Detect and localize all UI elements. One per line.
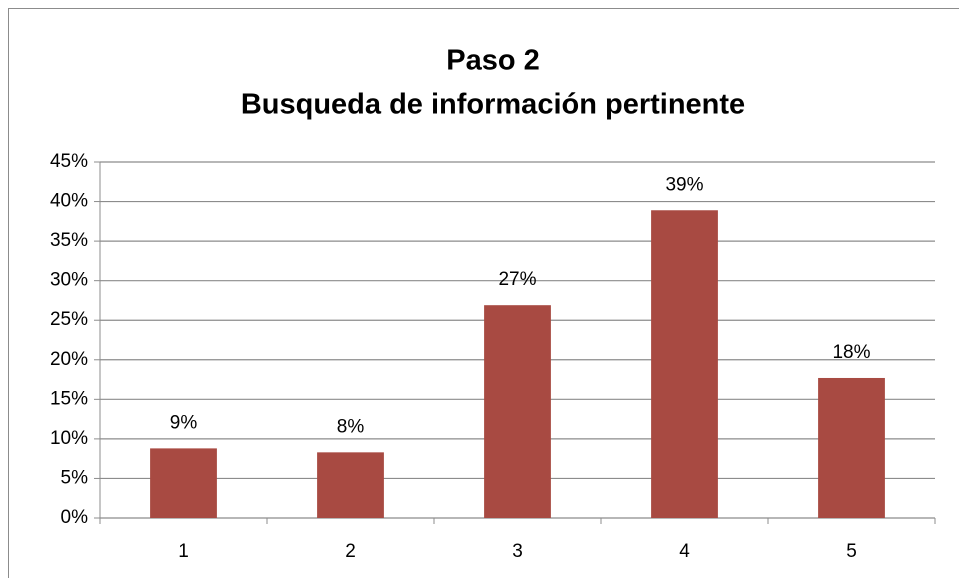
y-tick-label: 20% [50,349,88,370]
y-tick-label: 10% [50,428,88,449]
y-tick-label: 35% [50,230,88,251]
x-tick-label: 4 [679,541,690,562]
x-tick-label: 1 [178,541,189,562]
bar [651,210,718,518]
y-tick-label: 30% [50,270,88,291]
y-tick-label: 15% [50,388,88,409]
y-tick-label: 5% [61,467,89,488]
value-label: 39% [665,174,703,195]
value-label: 27% [498,269,536,290]
value-label: 18% [832,342,870,363]
bar [150,448,217,518]
bar [484,305,551,518]
bar [317,452,384,518]
chart-subtitle: Busqueda de información pertinente [241,89,745,121]
y-tick-label: 0% [61,507,89,528]
x-tick-label: 3 [512,541,523,562]
x-tick-label: 5 [846,541,857,562]
y-tick-label: 25% [50,309,88,330]
y-tick-label: 40% [50,191,88,212]
bar [818,377,885,518]
value-label: 9% [170,412,198,433]
chart-title: Paso 2 [446,45,540,77]
y-tick-label: 45% [50,151,88,172]
value-label: 8% [337,416,365,437]
x-tick-label: 2 [345,541,356,562]
